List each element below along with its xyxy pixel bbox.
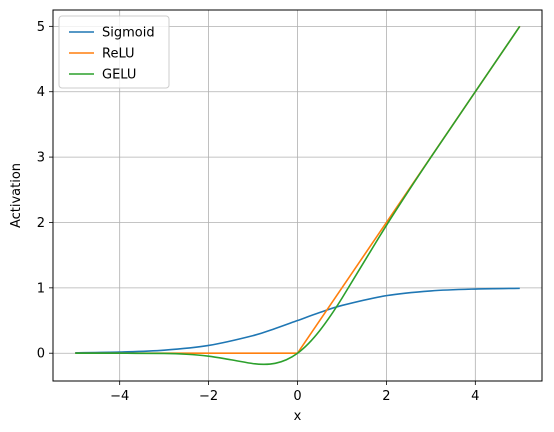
series-layer [75,25,521,366]
x-tick-label: 0 [293,389,301,404]
legend-label-relu: ReLU [102,47,135,62]
ticks: −4 −2 0 2 4 0 1 2 3 4 5 [37,20,480,404]
y-tick-label: 4 [37,85,45,100]
x-axis-label: x [294,409,302,424]
legend: Sigmoid ReLU GELU [58,15,170,89]
legend-label-gelu: GELU [102,68,136,83]
y-tick-label: 2 [37,216,45,231]
x-tick-label: −2 [199,389,218,404]
y-tick-label: 3 [37,151,45,166]
series-line-sigmoid [75,287,520,354]
x-tick-label: 4 [471,389,479,404]
legend-label-sigmoid: Sigmoid [102,26,155,41]
x-tick-label: −4 [110,389,129,404]
x-tick-label: 2 [382,389,390,404]
y-tick-label: 0 [37,347,45,362]
series-line-gelu [75,25,521,366]
grid [53,10,542,381]
y-tick-label: 5 [37,20,45,35]
y-tick-label: 1 [37,281,45,296]
y-axis-label: Activation [9,163,24,228]
legend-box [58,15,170,89]
